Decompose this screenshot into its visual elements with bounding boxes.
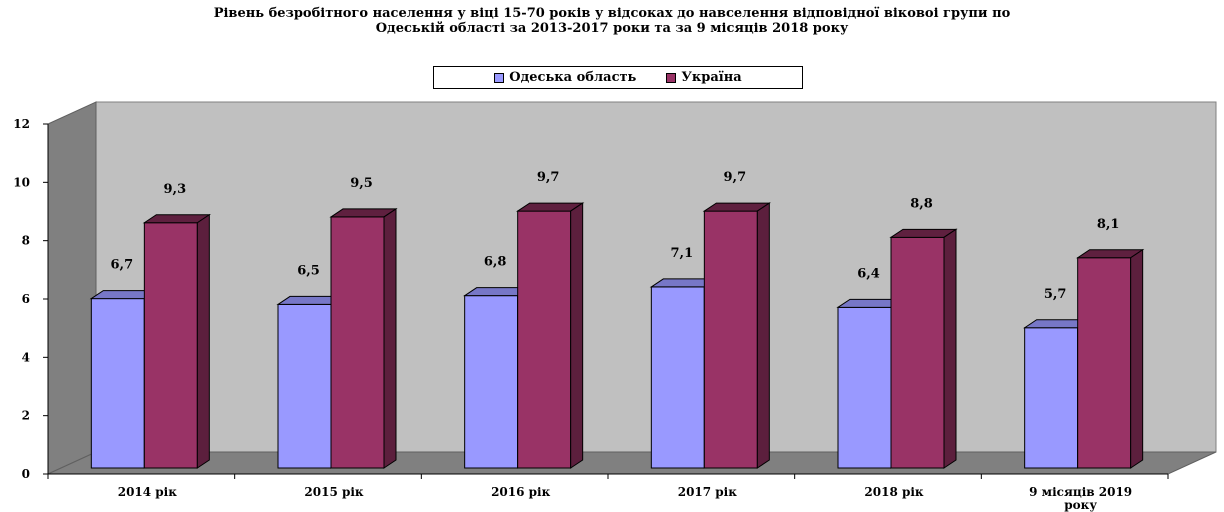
chart-title-line-1: Рівень безробітного населення у віці 15-…	[213, 6, 1011, 21]
data-label-odesa: 7,1	[671, 246, 694, 261]
x-tick-label: 2014 рік	[118, 485, 178, 499]
data-label-ukraine: 9,3	[164, 182, 187, 197]
bar-ukraine-front	[890, 236, 945, 469]
bar-ukraine-front	[517, 210, 572, 469]
bar-ukraine-side	[943, 228, 957, 469]
bar-ukraine-side	[756, 202, 770, 469]
bar-ukraine-side	[570, 202, 584, 469]
bar-odesa-front	[90, 298, 145, 469]
data-label-odesa: 6,7	[111, 258, 134, 273]
data-label-ukraine: 9,5	[350, 176, 373, 191]
y-tick-label: 8	[22, 234, 30, 248]
x-tick-label: 2016 рік	[491, 485, 551, 499]
y-tick-label: 12	[13, 117, 30, 131]
x-tick-label: 9 місяців 2019	[1029, 485, 1132, 499]
data-label-ukraine: 8,1	[1097, 217, 1120, 232]
data-label-ukraine: 8,8	[910, 196, 933, 211]
chart-title: Рівень безробітного населення у віці 15-…	[0, 6, 1224, 36]
y-tick-label: 4	[22, 350, 30, 364]
data-label-ukraine: 9,7	[724, 170, 747, 185]
bar-ukraine-front	[143, 222, 198, 469]
data-label-odesa: 6,8	[484, 255, 507, 270]
bar-ukraine-front	[1077, 257, 1132, 469]
bar-ukraine-side	[196, 213, 210, 469]
chart-legend: Одеська область Україна	[433, 66, 803, 89]
legend-swatch-ukraine	[666, 72, 677, 83]
bar-odesa-front	[1024, 327, 1079, 469]
bar-ukraine-side	[383, 207, 397, 469]
y-tick-label: 6	[22, 292, 30, 306]
x-tick-label: 2017 рік	[678, 485, 738, 499]
legend-item-odesa: Одеська область	[494, 70, 636, 85]
y-tick-label: 10	[13, 175, 30, 189]
bar-odesa-front	[464, 295, 519, 469]
bar-odesa-front	[277, 303, 332, 469]
bar-ukraine-side	[1130, 248, 1144, 469]
data-label-ukraine: 9,7	[537, 170, 560, 185]
data-label-odesa: 5,7	[1044, 287, 1067, 302]
x-tick-label: року	[1064, 498, 1097, 512]
y-tick-label: 0	[22, 467, 30, 481]
chart-side-wall	[47, 101, 97, 475]
legend-item-ukraine: Україна	[666, 70, 742, 85]
bar-odesa-front	[837, 306, 892, 469]
chart-title-line-2: Одеській області за 2013-2017 роки та за…	[375, 21, 849, 36]
x-tick-label: 2015 рік	[304, 485, 364, 499]
y-tick-label: 2	[22, 409, 30, 423]
bar-odesa-front	[650, 286, 705, 469]
data-label-odesa: 6,5	[297, 263, 320, 278]
bar-ukraine-front	[703, 210, 758, 469]
legend-label-odesa: Одеська область	[509, 70, 637, 85]
legend-label-ukraine: Україна	[681, 70, 742, 85]
legend-swatch-odesa	[494, 72, 505, 83]
data-label-odesa: 6,4	[857, 266, 880, 281]
x-tick-label: 2018 рік	[864, 485, 924, 499]
bar-ukraine-front	[330, 216, 385, 469]
